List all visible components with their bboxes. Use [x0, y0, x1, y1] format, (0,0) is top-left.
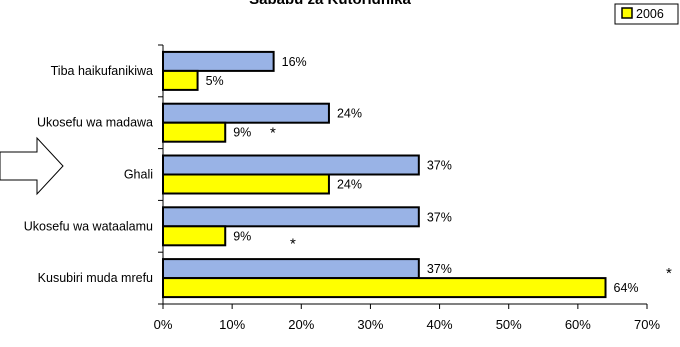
data-label: 9%: [233, 126, 251, 140]
data-label: 24%: [337, 107, 362, 121]
x-tick-label: 30%: [357, 317, 383, 332]
x-tick-label: 0%: [154, 317, 173, 332]
significance-star: *: [666, 265, 672, 282]
x-tick-label: 60%: [565, 317, 591, 332]
bar-series-1: [162, 258, 420, 280]
bar-series-1: [162, 50, 275, 72]
legend-label-2006: 2006: [636, 7, 664, 21]
data-label: 37%: [427, 159, 452, 173]
bar-series-2006: [162, 225, 227, 247]
bar-series-2006: [162, 121, 227, 143]
data-label: 37%: [427, 262, 452, 276]
bar-series-2006: [162, 69, 199, 91]
significance-star: *: [290, 235, 296, 252]
legend: 2006: [614, 3, 679, 25]
x-tick-label: 20%: [288, 317, 314, 332]
bar-series-1: [162, 102, 330, 124]
data-label: 9%: [233, 229, 251, 243]
bar-series-1: [162, 154, 420, 176]
chart-title: Sababu za Kutoridhika: [249, 0, 411, 8]
data-label: 64%: [614, 281, 639, 295]
x-tick-label: 70%: [634, 317, 660, 332]
x-tick-label: 50%: [496, 317, 522, 332]
category-label: Ghali: [124, 168, 153, 182]
bar-series-2006: [162, 173, 330, 195]
significance-star: *: [270, 125, 276, 142]
legend-swatch-2006: [621, 7, 633, 19]
category-label: Ukosefu wa wataalamu: [24, 219, 153, 233]
category-label: Tiba haikufanikiwa: [51, 64, 153, 78]
bar-series-2006: [162, 277, 607, 299]
bar-series-1: [162, 206, 420, 228]
x-tick-label: 40%: [427, 317, 453, 332]
plot-area: 0% 10% 20% 30% 40% 50% 60% 70% Tiba haikufanikiw…: [24, 44, 672, 332]
data-label: 16%: [282, 55, 307, 69]
data-label: 24%: [337, 178, 362, 192]
category-label: Ukosefu wa madawa: [37, 116, 153, 130]
data-label: 5%: [206, 74, 224, 88]
category-label: Kusubiri muda mrefu: [38, 271, 153, 285]
data-label: 37%: [427, 210, 452, 224]
x-tick-label: 10%: [219, 317, 245, 332]
arrow-shape: [0, 136, 64, 196]
